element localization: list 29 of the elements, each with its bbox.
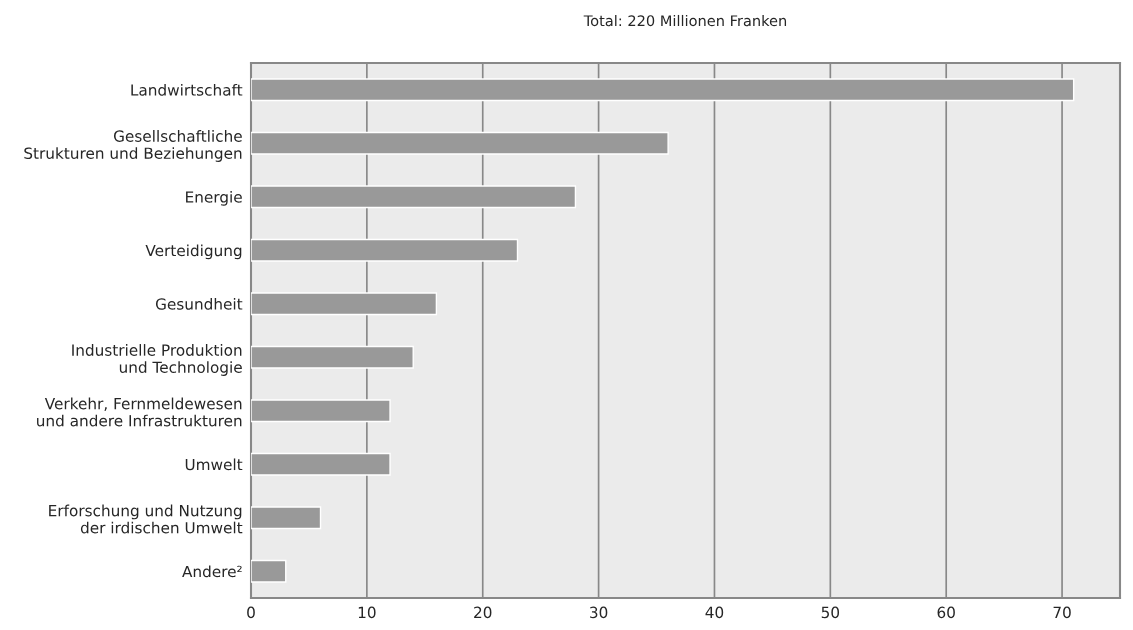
x-tick-label: 10: [358, 606, 376, 619]
y-tick-label: Landwirtschaft: [131, 83, 243, 96]
bar: [251, 559, 287, 583]
bar: [251, 399, 391, 423]
y-tick-label: Andere²: [182, 565, 242, 578]
x-tick-label: 70: [1053, 606, 1071, 619]
x-tick-label: 20: [474, 606, 492, 619]
bar: [251, 292, 438, 316]
bar: [251, 506, 322, 530]
bar: [251, 78, 1075, 102]
y-tick-label: Industrielle Produktion und Technologie: [72, 344, 242, 376]
bar: [251, 238, 519, 262]
y-tick-label: Verteidigung: [145, 244, 242, 260]
x-tick-label: 30: [590, 606, 608, 619]
x-tick-label: 40: [705, 606, 724, 619]
y-tick-label: Verkehr, Fernmeldewesen und andere Infrastrukturen: [37, 397, 242, 427]
y-tick-label: Energie: [186, 190, 242, 206]
x-tick-label: 60: [937, 606, 955, 619]
x-tick-label: 0: [247, 606, 255, 619]
x-tick-label: 50: [821, 606, 840, 619]
y-tick-label: Umwelt: [185, 458, 243, 471]
bar: [251, 345, 414, 369]
bar: [251, 452, 391, 476]
y-tick-label: Gesellschaftliche Strukturen und Beziehungen: [24, 130, 242, 162]
y-tick-label: Erforschung und Nutzung der irdischen Umwelt: [49, 504, 243, 534]
chart-title: Total: 220 Millionen Franken: [583, 14, 787, 27]
bar: [251, 185, 577, 209]
y-tick-label: Gesundheit: [155, 297, 243, 310]
bar: [251, 131, 669, 155]
